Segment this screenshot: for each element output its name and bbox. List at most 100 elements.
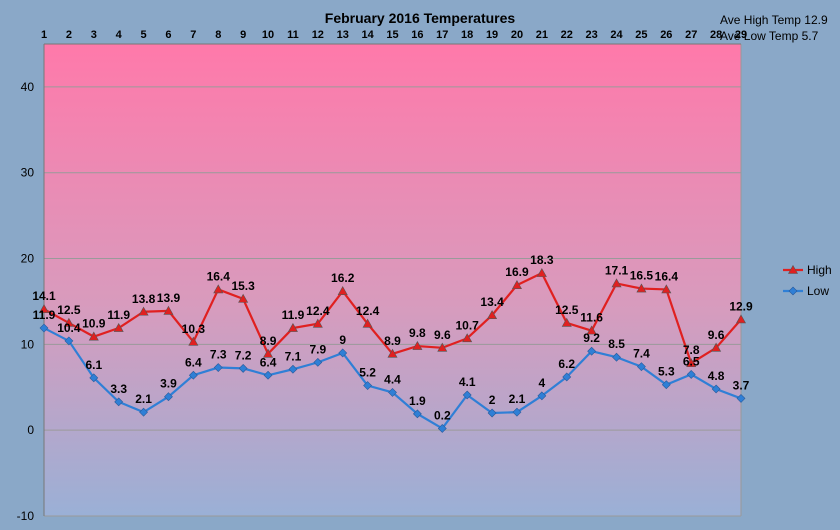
point-high	[611, 278, 622, 288]
data-label-high: 8.9	[384, 334, 401, 348]
series	[38, 268, 747, 433]
legend-marker-high	[787, 264, 799, 274]
point-low	[637, 362, 646, 372]
x-tick-label: 19	[486, 29, 498, 41]
data-label-low: 4.4	[384, 372, 401, 386]
point-low	[412, 409, 422, 419]
x-tick-label: 22	[561, 29, 573, 41]
point-high	[238, 293, 249, 303]
x-tick-label: 21	[536, 29, 548, 41]
point-low	[661, 380, 671, 390]
point-low	[537, 391, 547, 401]
data-label-high: 16.4	[207, 269, 231, 283]
point-low	[437, 424, 447, 433]
data-label-high: 16.9	[505, 265, 529, 279]
data-label-high: 11.9	[282, 308, 305, 322]
data-label-low: 7.3	[210, 348, 227, 362]
point-low	[313, 357, 323, 367]
data-label-high: 12.4	[306, 304, 330, 318]
data-label-low: 3.3	[110, 382, 127, 396]
data-label-low: 6.2	[558, 357, 575, 371]
gridlines	[44, 86, 741, 517]
point-low	[164, 392, 173, 402]
point-high	[636, 283, 647, 293]
point-high	[661, 284, 672, 294]
average-high-annotation: Ave High Temp 12.9	[720, 13, 828, 27]
point-low	[238, 363, 248, 373]
point-high	[561, 317, 572, 327]
point-low	[114, 397, 124, 407]
data-label-low: 4.8	[708, 369, 725, 383]
data-label-high: 7.8	[683, 343, 700, 357]
x-tick-label: 26	[660, 29, 672, 41]
point-high	[536, 268, 547, 277]
point-low	[462, 390, 472, 400]
x-tick-label: 1	[41, 29, 47, 41]
x-tick-label: 9	[240, 29, 246, 41]
x-tick-label: 23	[586, 29, 598, 41]
point-low	[64, 336, 74, 346]
data-label-high: 13.9	[157, 291, 181, 305]
point-high	[163, 305, 174, 315]
point-low	[587, 346, 597, 356]
data-label-high: 10.7	[455, 318, 479, 332]
y-tick-label: 0	[27, 423, 34, 437]
data-label-high: 9.6	[708, 328, 725, 342]
point-low	[388, 387, 397, 397]
data-label-low: 7.1	[285, 349, 302, 363]
data-label-low: 2.1	[509, 392, 526, 406]
point-high	[88, 331, 99, 341]
plot-area	[44, 44, 741, 516]
y-tick-label: 30	[21, 166, 35, 180]
point-high	[337, 286, 348, 295]
point-low	[363, 381, 373, 390]
y-tick-label: -10	[17, 509, 35, 523]
legend-label-low: Low	[807, 284, 829, 298]
point-high	[63, 317, 74, 327]
point-high	[263, 348, 274, 358]
data-label-low: 3.7	[733, 378, 750, 392]
point-low	[139, 407, 148, 417]
point-high	[735, 314, 747, 324]
point-high	[138, 306, 149, 316]
y-tick-label: 40	[21, 80, 35, 94]
x-tick-label: 10	[262, 29, 274, 41]
point-low	[612, 352, 621, 362]
x-tick-label: 15	[386, 29, 398, 41]
x-tick-label: 25	[635, 29, 647, 41]
x-tick-label: 16	[411, 29, 423, 41]
data-label-low: 6.4	[260, 355, 277, 369]
x-tick-label: 5	[141, 29, 147, 41]
x-tick-label: 18	[461, 29, 473, 41]
point-low	[213, 363, 223, 372]
average-low-annotation: Ave Low Temp 5.7	[720, 29, 819, 43]
data-label-high: 9.6	[434, 328, 451, 342]
x-tick-label: 24	[610, 29, 623, 41]
point-high	[312, 318, 323, 328]
data-label-low: 10.4	[57, 321, 81, 335]
point-high	[188, 336, 199, 346]
point-high	[462, 333, 473, 343]
point-high	[412, 340, 423, 350]
x-tick-label: 17	[436, 29, 448, 41]
data-label-low: 1.9	[409, 394, 426, 408]
point-low	[263, 370, 273, 380]
data-label-high: 12.5	[555, 303, 579, 317]
legend-label-high: High	[807, 263, 832, 277]
legend: High Low	[783, 263, 832, 298]
point-high	[437, 342, 448, 352]
data-label-high: 16.4	[655, 269, 679, 283]
point-high	[287, 322, 298, 332]
data-label-high: 11.9	[107, 308, 130, 322]
x-tick-label: 7	[190, 29, 196, 41]
x-tick-label: 3	[91, 29, 97, 41]
point-low	[711, 384, 721, 394]
x-tick-label: 12	[312, 29, 324, 41]
x-tick-label: 14	[361, 29, 374, 41]
point-low	[89, 373, 99, 383]
point-low	[39, 323, 49, 333]
point-low	[562, 372, 572, 382]
point-high	[113, 322, 124, 332]
